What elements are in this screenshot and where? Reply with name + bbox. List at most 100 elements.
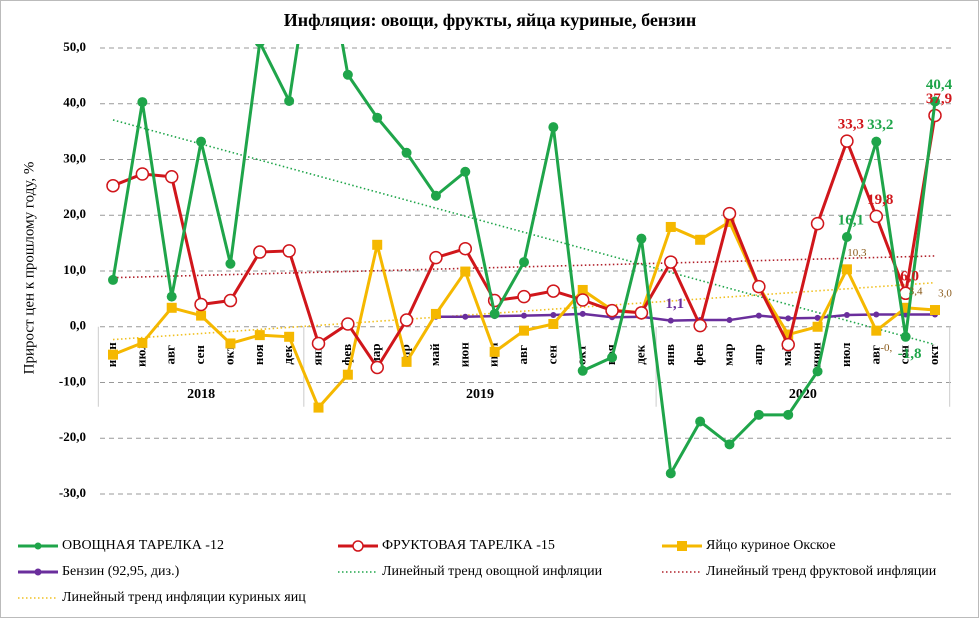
y-tick-label: 20,0: [63, 206, 86, 221]
marker: [370, 360, 384, 375]
marker: [636, 233, 647, 244]
data-label: 33,2: [867, 117, 893, 133]
x-tick-label: авг: [163, 345, 178, 365]
data-label: 10,3: [847, 247, 867, 259]
marker: [399, 313, 414, 327]
marker: [223, 293, 238, 308]
data-label: 40,4: [926, 77, 953, 93]
marker: [812, 366, 823, 377]
marker: [546, 284, 561, 298]
marker: [255, 44, 265, 48]
marker: [783, 409, 794, 420]
marker: [284, 331, 295, 342]
data-label: 19,8: [867, 192, 893, 208]
marker: [341, 317, 355, 331]
marker: [517, 289, 531, 304]
marker: [194, 297, 208, 312]
data-label: 3,4: [909, 285, 923, 297]
marker: [550, 312, 557, 319]
grid: -30,0 -20,0 -10,0 0,0 10,0 20,0 30,0 40,0 50,0 ию…: [59, 39, 952, 500]
x-tick-label: ноя: [251, 344, 266, 365]
series-line: [435, 312, 935, 322]
marker: [841, 264, 852, 275]
data-label: 6,0: [900, 269, 919, 285]
marker: [755, 312, 762, 319]
marker: [137, 97, 148, 108]
marker: [869, 209, 884, 224]
marker: [225, 258, 236, 269]
marker: [254, 330, 265, 341]
x-tick-label: сен: [544, 345, 559, 365]
marker: [521, 312, 527, 319]
marker: [164, 170, 179, 184]
plot-area: [106, 44, 942, 479]
marker: [695, 234, 706, 245]
marker: [577, 284, 588, 295]
marker: [726, 317, 733, 324]
marker: [781, 337, 795, 352]
x-tick-label: дек: [280, 344, 295, 364]
marker: [166, 291, 177, 302]
marker: [253, 245, 267, 259]
y-tick-label: 40,0: [63, 95, 86, 110]
marker: [722, 206, 737, 221]
marker: [196, 136, 207, 147]
marker: [812, 321, 823, 332]
marker: [401, 147, 412, 158]
y-tick-label: 0,0: [70, 318, 86, 333]
marker: [313, 402, 324, 413]
marker: [930, 305, 940, 316]
x-tick-label: июл: [133, 343, 148, 367]
marker: [342, 69, 353, 80]
marker: [871, 325, 882, 336]
marker: [284, 95, 295, 106]
marker: [843, 312, 850, 319]
x-tick-label: дек: [632, 344, 647, 364]
marker: [225, 338, 236, 349]
marker: [458, 241, 473, 256]
marker: [724, 439, 735, 450]
marker: [460, 266, 471, 277]
x-tick-label: окт: [926, 344, 941, 365]
x-tick-label: окт: [221, 344, 236, 365]
marker: [196, 310, 207, 321]
data-label: 1,1: [665, 296, 684, 312]
x-tick-label: авг: [515, 345, 530, 365]
marker: [372, 112, 383, 123]
x-tick-label: апр: [750, 344, 765, 365]
marker: [930, 96, 940, 107]
x-tick-label: сен: [192, 345, 207, 365]
marker: [519, 325, 529, 336]
legend-label: Линейный тренд инфляции куриных яиц: [62, 590, 306, 605]
y-tick-label: -30,0: [59, 485, 86, 500]
marker: [135, 167, 150, 181]
marker: [724, 216, 735, 227]
marker: [873, 311, 880, 318]
marker: [695, 416, 706, 427]
marker: [166, 302, 177, 313]
legend-label: ФРУКТОВАЯ ТАРЕЛКА -15: [382, 538, 555, 553]
marker: [548, 318, 559, 329]
legend-marker: [34, 542, 42, 550]
marker: [108, 349, 118, 360]
marker: [401, 356, 412, 367]
marker: [460, 166, 471, 177]
y-tick-label: 10,0: [63, 262, 86, 277]
marker: [753, 409, 764, 420]
marker: [577, 365, 588, 376]
marker: [430, 190, 441, 201]
x-tick-label: фев: [691, 344, 706, 366]
data-label: 16,1: [838, 212, 864, 228]
y-axis-title: Прирост цен к прошлому году, %: [21, 162, 37, 375]
trend-line: [112, 281, 936, 341]
marker: [106, 178, 120, 193]
legend-label: Яйцо куриное Окское: [706, 538, 836, 553]
marker: [282, 244, 296, 258]
marker: [693, 318, 707, 333]
marker: [579, 310, 586, 317]
x-tick-label: янв: [662, 344, 677, 366]
marker: [311, 336, 326, 351]
legend-label: ОВОЩНАЯ ТАРЕЛКА -12: [62, 538, 224, 553]
marker: [900, 302, 911, 313]
marker: [871, 136, 882, 147]
